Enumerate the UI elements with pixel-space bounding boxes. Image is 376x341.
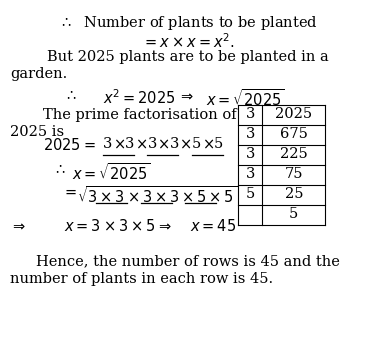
Text: 25: 25: [285, 187, 303, 201]
Text: $\times$: $\times$: [179, 137, 191, 151]
Text: $x = 3 \times 3 \times 5$: $x = 3 \times 3 \times 5$: [64, 218, 156, 234]
Text: $\times$: $\times$: [202, 137, 214, 151]
Text: 5: 5: [192, 137, 201, 151]
Text: $\times$: $\times$: [135, 137, 147, 151]
Text: $2025 = $: $2025 = $: [43, 137, 96, 153]
Text: 5: 5: [289, 207, 299, 221]
Text: 3: 3: [103, 137, 112, 151]
Text: 5: 5: [214, 137, 223, 151]
Text: $\therefore$: $\therefore$: [53, 162, 66, 176]
Text: garden.: garden.: [10, 67, 67, 81]
Text: $\sqrt{3 \times 3 \times 3 \times 3 \times 5 \times 5}$: $\sqrt{3 \times 3 \times 3 \times 3 \tim…: [77, 185, 237, 206]
Text: 3: 3: [246, 127, 255, 141]
Text: But 2025 plants are to be planted in a: But 2025 plants are to be planted in a: [47, 50, 329, 64]
Text: number of plants in each row is 45.: number of plants in each row is 45.: [10, 272, 273, 286]
Text: 2025: 2025: [275, 107, 312, 121]
Text: 3: 3: [147, 137, 157, 151]
Text: $\therefore$  Number of plants to be planted: $\therefore$ Number of plants to be plan…: [59, 14, 317, 32]
Text: $= x \times x = x^2.$: $= x \times x = x^2.$: [142, 32, 234, 51]
Text: 675: 675: [280, 127, 308, 141]
Text: $\Rightarrow$: $\Rightarrow$: [178, 88, 195, 102]
Text: The prime factorisation of: The prime factorisation of: [43, 108, 237, 122]
Text: $\times$: $\times$: [157, 137, 169, 151]
Text: $x = \sqrt{2025}$: $x = \sqrt{2025}$: [72, 162, 151, 183]
Text: 225: 225: [280, 147, 308, 161]
Text: 3: 3: [246, 107, 255, 121]
Text: $\therefore$: $\therefore$: [64, 88, 77, 102]
Text: $\Rightarrow$: $\Rightarrow$: [10, 218, 26, 232]
Text: 5: 5: [246, 187, 255, 201]
Text: $\Rightarrow$: $\Rightarrow$: [156, 218, 173, 232]
Text: 3: 3: [170, 137, 179, 151]
Text: $x^2 = 2025$: $x^2 = 2025$: [103, 88, 176, 107]
Text: Hence, the number of rows is 45 and the: Hence, the number of rows is 45 and the: [36, 254, 340, 268]
Text: 3: 3: [246, 147, 255, 161]
Text: 3: 3: [246, 167, 255, 181]
Text: 75: 75: [285, 167, 303, 181]
Text: $=$: $=$: [62, 185, 78, 199]
Text: 2025 is: 2025 is: [10, 125, 64, 139]
Text: $\times$: $\times$: [112, 137, 125, 151]
Text: $x = \sqrt{2025}$: $x = \sqrt{2025}$: [206, 88, 285, 109]
Text: 3: 3: [125, 137, 135, 151]
Text: $x = 45$: $x = 45$: [190, 218, 236, 234]
